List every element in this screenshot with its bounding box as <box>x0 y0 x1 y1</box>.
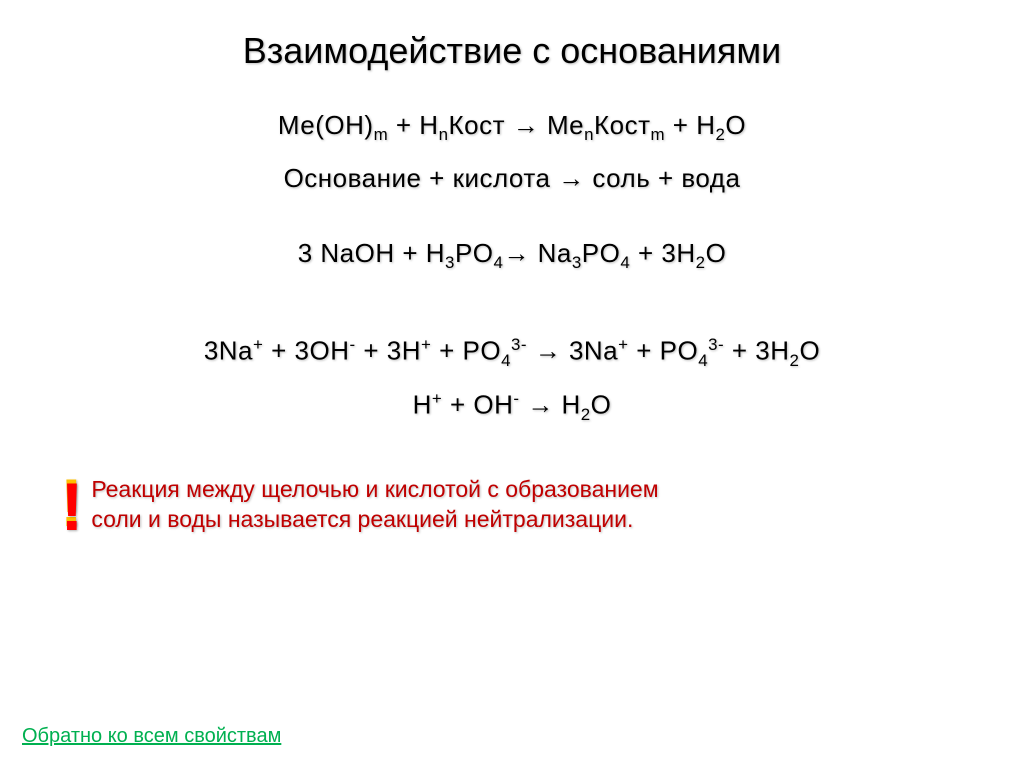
note-text: Реакция между щелочью и кислотой с образ… <box>91 475 658 535</box>
back-link[interactable]: Обратно ко всем свойствам <box>22 725 281 748</box>
slide-title: Взаимодействие с основаниями <box>50 30 974 72</box>
note-block: ! ! Реакция между щелочью и кислотой с о… <box>50 475 974 535</box>
equation-general-words: Основание + кислота → соль + вода <box>50 163 974 194</box>
equation-general-formula: Ме(ОН)m + HnКост → MenКостm + H2O <box>50 110 974 145</box>
equation-molecular: 3 NaOH + H3PO4→ Na3PO4 + 3H2O <box>50 238 974 273</box>
exclamation-icon: ! <box>61 479 84 537</box>
equation-full-ionic: 3Na+ + 3OH- + 3H+ + PO43- → 3Na+ + PO43-… <box>50 335 974 371</box>
equation-net-ionic: H+ + OH- → H2O <box>50 389 974 425</box>
